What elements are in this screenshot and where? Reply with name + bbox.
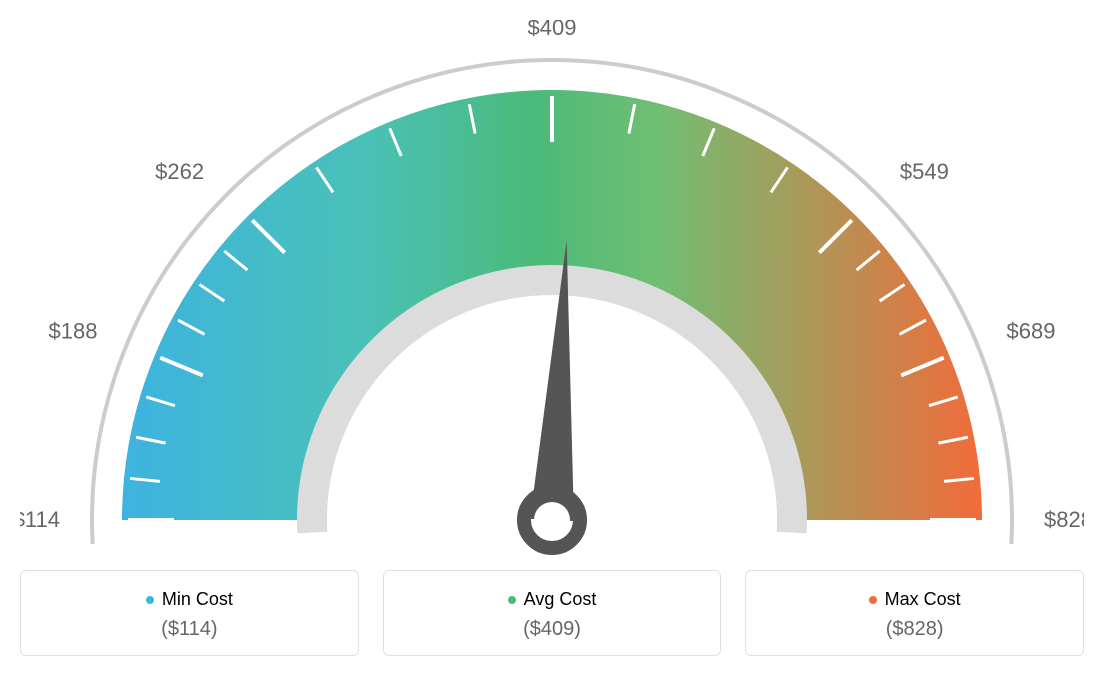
legend-min-card: Min Cost ($114) xyxy=(20,570,359,656)
legend-avg-value: ($409) xyxy=(404,618,701,641)
svg-text:$262: $262 xyxy=(155,159,204,184)
legend-min-value: ($114) xyxy=(41,618,338,641)
cost-gauge-chart: $114 $188 $262 $409 $549 $689 $828 xyxy=(20,20,1084,560)
legend-max-label: Max Cost xyxy=(869,589,961,610)
legend-avg-label: Avg Cost xyxy=(508,589,597,610)
svg-text:$409: $409 xyxy=(528,20,577,40)
legend-max-text: Max Cost xyxy=(885,589,961,610)
legend-min-label: Min Cost xyxy=(146,589,233,610)
dot-icon xyxy=(869,596,877,604)
svg-text:$549: $549 xyxy=(900,159,949,184)
dot-icon xyxy=(508,596,516,604)
dot-icon xyxy=(146,596,154,604)
legend-min-text: Min Cost xyxy=(162,589,233,610)
legend-max-card: Max Cost ($828) xyxy=(745,570,1084,656)
svg-text:$689: $689 xyxy=(1007,319,1056,344)
svg-text:$828: $828 xyxy=(1044,507,1084,532)
legend-avg-text: Avg Cost xyxy=(524,589,597,610)
svg-text:$114: $114 xyxy=(20,507,60,532)
legend-avg-card: Avg Cost ($409) xyxy=(383,570,722,656)
svg-text:$188: $188 xyxy=(48,319,97,344)
legend-row: Min Cost ($114) Avg Cost ($409) Max Cost… xyxy=(20,570,1084,656)
legend-max-value: ($828) xyxy=(766,618,1063,641)
